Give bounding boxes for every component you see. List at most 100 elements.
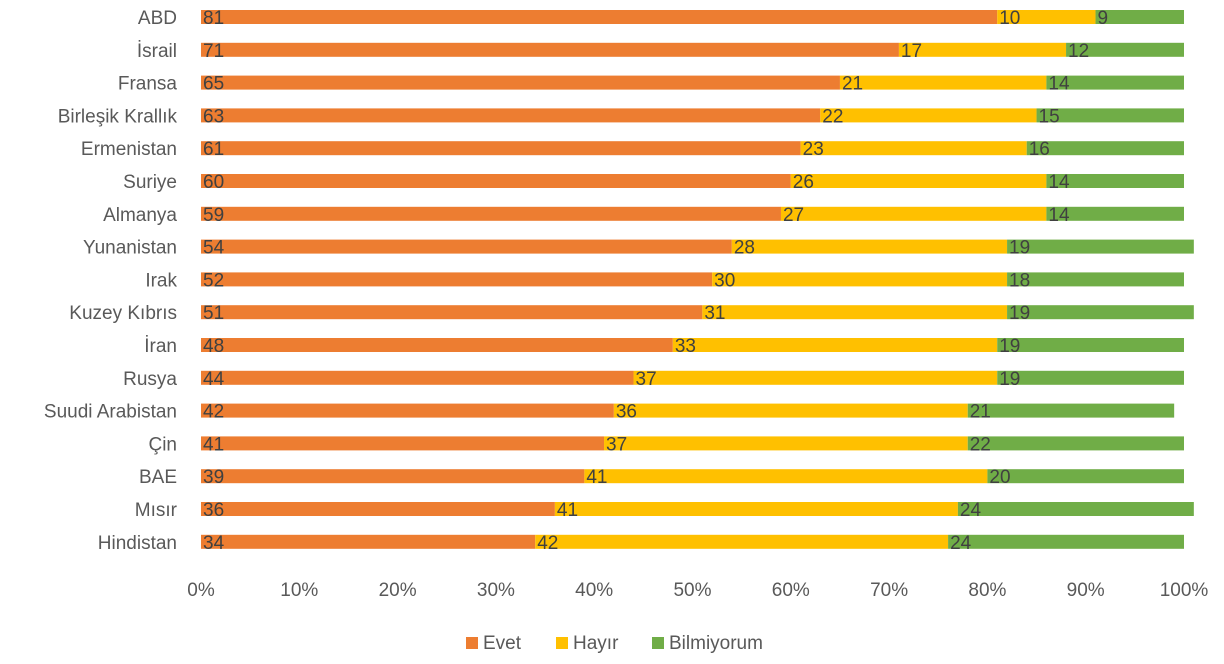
bar-segment-evet [201,42,899,57]
bar-segment-bilmiyorum [1026,141,1184,156]
data-label: 28 [734,238,755,259]
bar-segment-evet [201,338,673,352]
bar-segment-hayır [604,436,968,451]
bar-segment-bilmiyorum [997,338,1184,352]
bar-segment-bilmiyorum [1046,174,1184,188]
bar-segment-hayır [535,534,949,549]
x-tick-label: 10% [280,580,318,601]
data-label: 51 [203,303,224,324]
category-label: Ermenistan [81,139,177,160]
data-label: 26 [793,172,814,193]
bar-segment-hayır [584,469,988,484]
bar-segment-bilmiyorum [987,469,1184,484]
data-label: 60 [203,172,224,193]
bar-segment-hayır [790,174,1047,188]
bar-segment-evet [201,305,703,320]
bar-segment-bilmiyorum [1007,305,1194,320]
data-label: 24 [950,533,972,554]
data-label: 42 [203,402,224,423]
bar-segment-hayır [997,10,1096,24]
x-tick-label: 40% [575,580,613,601]
bar-segment-hayır [702,305,1008,320]
x-tick-label: 20% [379,580,417,601]
legend-swatch-bilmiyorum [652,637,664,649]
category-label: Mısır [135,500,178,521]
data-label: 21 [842,74,863,95]
bar-segment-hayır [712,272,1008,287]
x-tick-label: 100% [1160,580,1209,601]
category-label: Birleşik Krallık [58,106,178,127]
category-label: Suudi Arabistan [44,402,177,423]
data-label: 41 [203,434,224,455]
data-label: 41 [586,467,607,488]
data-label: 44 [203,369,225,390]
bar-segment-hayır [554,502,958,516]
legend-label: Hayır [573,633,619,654]
bar-segment-evet [201,10,998,24]
bar-segment-evet [201,75,840,90]
legend-label: Bilmiyorum [669,633,763,654]
data-label: 31 [704,303,725,324]
data-label: 10 [999,8,1020,29]
category-label: BAE [139,467,177,488]
legend-label: Evet [483,633,522,654]
data-label: 30 [714,270,735,291]
bar-segment-hayır [800,141,1027,156]
data-label: 14 [1048,172,1070,193]
x-tick-label: 70% [870,580,908,601]
category-label: Suriye [123,172,177,193]
legend-swatch-hayır [556,637,568,649]
bar-segment-evet [201,370,634,385]
bar-segment-bilmiyorum [948,534,1184,549]
data-label: 14 [1048,205,1070,226]
bar-segment-bilmiyorum [1095,10,1184,24]
data-label: 41 [557,500,578,521]
bar-segment-hayır [731,239,1008,254]
bar-segment-evet [201,469,585,484]
data-label: 24 [960,500,982,521]
data-label: 36 [203,500,224,521]
bar-segment-hayır [613,403,968,418]
data-label: 9 [1098,8,1109,29]
data-label: 63 [203,106,224,127]
data-label: 61 [203,139,224,160]
data-label: 19 [999,336,1020,357]
bar-segment-evet [201,436,605,451]
bar-segment-hayır [820,108,1037,123]
bar-segment-evet [201,534,536,549]
bar-segment-evet [201,239,732,254]
data-label: 54 [203,238,225,259]
x-tick-label: 50% [673,580,711,601]
data-label: 59 [203,205,224,226]
bar-segment-bilmiyorum [1036,108,1184,123]
x-tick-label: 60% [772,580,810,601]
bar-segment-evet [201,272,713,287]
bar-segment-evet [201,108,821,123]
value-axis: 0% 10% 20% 30% 40% 50% 60% 70% 80% 90% 100% [187,580,1208,601]
bar-segment-hayır [898,42,1067,57]
bar-segment-bilmiyorum [1066,42,1184,57]
data-label: 39 [203,467,224,488]
data-label: 15 [1039,106,1060,127]
bar-segment-bilmiyorum [1007,239,1194,254]
data-label: 19 [1009,303,1030,324]
bar-segment-bilmiyorum [1046,206,1184,221]
data-label: 37 [606,434,627,455]
legend-swatch-evet [466,637,478,649]
bar-segment-evet [201,403,614,418]
data-label: 19 [999,369,1020,390]
data-label: 37 [636,369,657,390]
bar-segment-hayır [839,75,1047,90]
data-label: 23 [803,139,824,160]
category-label: Irak [145,270,177,291]
bar-segment-bilmiyorum [967,403,1175,418]
data-label: 19 [1009,238,1030,259]
category-label: Hindistan [98,533,177,554]
data-label: 65 [203,74,224,95]
category-label: Almanya [103,205,177,226]
data-label: 18 [1009,270,1030,291]
data-label: 22 [822,106,843,127]
bar-segment-bilmiyorum [967,436,1184,451]
data-label: 71 [203,41,224,62]
